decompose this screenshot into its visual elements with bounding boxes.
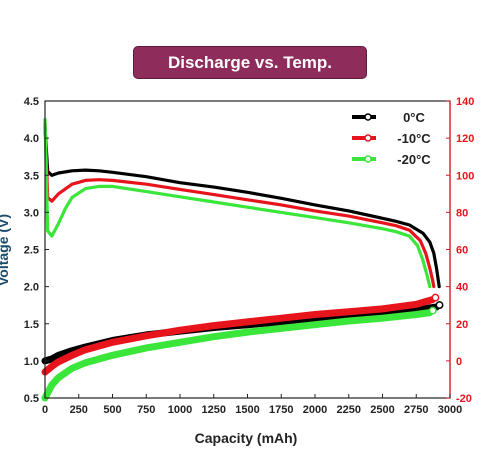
x-tick-label: 3000: [438, 404, 462, 416]
legend-label: 0°C: [403, 110, 425, 125]
x-tick-label: 1750: [269, 404, 293, 416]
y-tick-label: 2.0: [24, 282, 39, 294]
legend-marker: [364, 155, 372, 163]
voltage-series-line: [43, 125, 441, 289]
x-tick-label: 2750: [404, 404, 428, 416]
y-tick-label: 0.5: [24, 393, 39, 405]
x-tick-label: 1500: [235, 404, 259, 416]
plot-frame: [44, 100, 451, 399]
series-end-marker: [435, 301, 444, 309]
y2-tick-label: 80: [456, 207, 468, 219]
y2-tick-label: 100: [456, 170, 474, 182]
y2-tick-label: 40: [456, 282, 468, 294]
y2-tick-label: 20: [456, 319, 468, 331]
x-tick-label: 2500: [370, 404, 394, 416]
y-tick-label: 1.5: [24, 319, 39, 331]
x-tick-label: 1250: [202, 404, 226, 416]
legend-marker: [364, 113, 372, 121]
x-tick-label: 500: [103, 404, 121, 416]
y2-tick-label: 120: [456, 133, 474, 145]
y2-tick-label: -20: [456, 393, 472, 405]
legend-marker: [364, 134, 372, 142]
y-axis-label: Voltage (V): [0, 214, 11, 286]
y-tick-label: 4.5: [24, 96, 39, 108]
x-tick-label: 750: [137, 404, 155, 416]
temperature-series-line: [41, 296, 436, 376]
x-tick-label: 2000: [303, 404, 327, 416]
series-end-marker: [431, 293, 440, 302]
y-tick-label: 3.5: [24, 170, 39, 182]
y-tick-label: 3.0: [24, 207, 39, 219]
y2-tick-label: 60: [456, 245, 468, 257]
y-tick-label: 2.5: [24, 245, 39, 257]
temperature-series-line: [41, 309, 434, 402]
x-tick-label: 250: [70, 404, 88, 416]
legend-label: -10°C: [397, 131, 431, 146]
x-axis-label: Capacity (mAh): [195, 430, 298, 446]
voltage-series-line: [43, 121, 436, 289]
legend-label: -20°C: [397, 152, 431, 167]
y2-tick-label: 0: [456, 356, 462, 368]
x-tick-label: 0: [42, 404, 48, 416]
voltage-series-line: [43, 118, 432, 289]
x-tick-label: 2250: [337, 404, 361, 416]
legend: 0°C -10°C -20°C: [352, 110, 431, 167]
chart-title: Discharge vs. Temp.: [133, 46, 367, 79]
y-tick-label: 4.0: [24, 133, 39, 145]
y-tick-label: 1.0: [24, 356, 39, 368]
y2-tick-label: 140: [456, 96, 474, 108]
series-end-marker: [428, 306, 437, 315]
x-tick-label: 1000: [168, 404, 192, 416]
